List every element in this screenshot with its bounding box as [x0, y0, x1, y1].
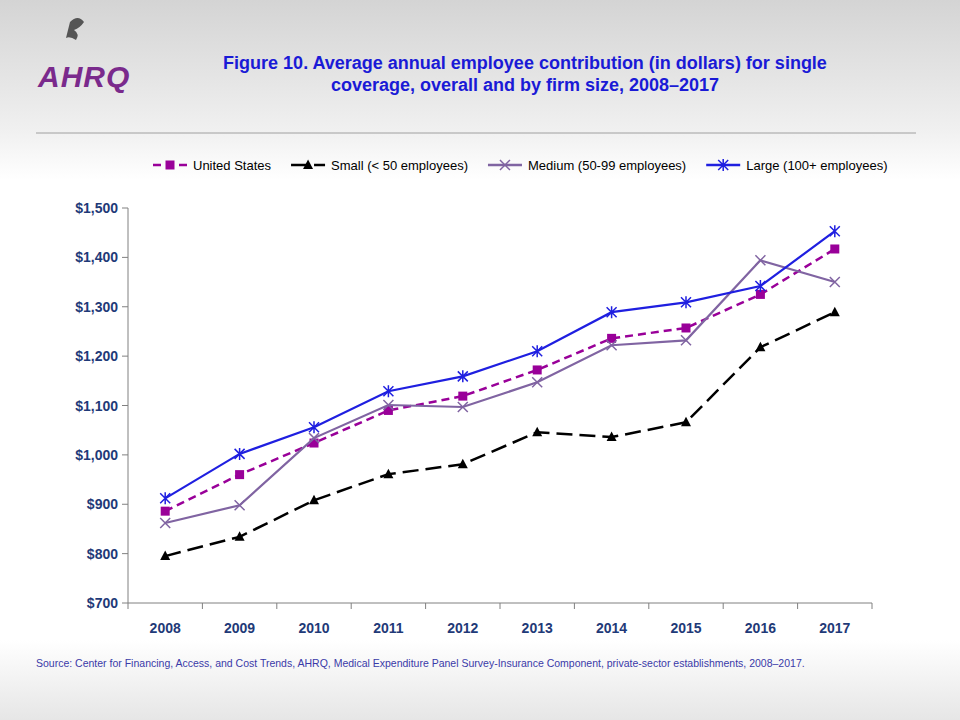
marker: [607, 306, 617, 318]
y-tick: [122, 356, 128, 357]
marker: [235, 531, 245, 541]
header-rule: [36, 133, 916, 134]
marker: [309, 433, 319, 443]
marker: [830, 244, 839, 253]
y-tick: [122, 208, 128, 209]
y-tick-label: $800: [87, 546, 118, 562]
y-tick: [122, 257, 128, 258]
x-tick-label: 2016: [745, 620, 776, 636]
logo: AHRQ: [38, 60, 130, 94]
marker: [830, 277, 840, 287]
x-tick: [500, 603, 501, 609]
x-tick: [425, 603, 426, 609]
x-tick: [202, 603, 203, 609]
plot-area: [160, 225, 840, 560]
marker: [532, 377, 542, 387]
y-tick: [122, 504, 128, 505]
marker: [681, 296, 691, 308]
marker: [458, 402, 468, 412]
y-tick-label: $1,300: [75, 299, 118, 315]
x-tick: [128, 603, 129, 609]
x-tick-label: 2015: [670, 620, 701, 636]
legend-label: Small (< 50 employees): [331, 158, 468, 173]
marker: [533, 365, 542, 374]
x-tick-label: 2014: [596, 620, 627, 636]
marker: [458, 459, 468, 469]
x-tick-label: 2010: [298, 620, 329, 636]
y-tick-label: $1,100: [75, 398, 118, 414]
x-tick: [574, 603, 575, 609]
marker: [532, 345, 542, 357]
x-tick-label: 2008: [150, 620, 181, 636]
series-line: [165, 260, 835, 523]
marker: [383, 385, 393, 397]
legend-label: Large (100+ employees): [746, 158, 887, 173]
marker: [235, 470, 244, 479]
marker: [160, 518, 170, 528]
y-tick: [122, 553, 128, 554]
legend-label: United States: [193, 158, 272, 173]
y-tick-label: $1,500: [75, 200, 118, 216]
y-tick-label: $1,000: [75, 447, 118, 463]
y-tick: [122, 306, 128, 307]
logo-emblem: [66, 18, 84, 40]
x-tick: [648, 603, 649, 609]
marker: [309, 421, 319, 433]
marker: [303, 160, 313, 170]
marker: [166, 161, 175, 170]
source: Source: Center for Financing, Access, an…: [36, 657, 805, 669]
y-tick: [122, 454, 128, 455]
title: Figure 10. Average annual employee contr…: [180, 52, 870, 96]
marker: [830, 225, 840, 237]
marker: [755, 280, 765, 292]
marker: [161, 507, 170, 516]
y-tick-label: $1,400: [75, 249, 118, 265]
x-tick-label: 2011: [373, 620, 404, 636]
y-tick: [122, 603, 128, 604]
x-tick: [351, 603, 352, 609]
x-tick-label: 2009: [224, 620, 255, 636]
y-tick-label: $700: [87, 595, 118, 611]
marker: [160, 551, 170, 561]
marker: [383, 400, 393, 410]
x-tick: [797, 603, 798, 609]
marker: [607, 432, 617, 442]
series-line: [165, 312, 835, 556]
marker: [830, 307, 840, 317]
x-tick-label: 2012: [447, 620, 478, 636]
legend: United States Small (< 50 employees) Mediu…: [153, 158, 887, 173]
chart: $700 $800 $900 $1,000 $1,100 $1,200 $1,300 $1,4…: [0, 0, 960, 720]
marker: [681, 335, 691, 345]
x-tick-label: 2013: [522, 620, 553, 636]
marker: [607, 340, 617, 350]
marker: [458, 370, 468, 382]
x-tick: [276, 603, 277, 609]
marker: [681, 417, 691, 427]
marker: [532, 427, 542, 437]
marker: [160, 492, 170, 504]
series-line: [165, 231, 835, 498]
marker: [682, 323, 691, 332]
marker: [458, 392, 467, 401]
marker: [235, 448, 245, 460]
legend-label: Medium (50-99 employees): [528, 158, 686, 173]
marker: [309, 495, 319, 505]
y-tick: [122, 405, 128, 406]
marker: [755, 342, 765, 352]
y-tick-label: $1,200: [75, 348, 118, 364]
marker: [718, 159, 728, 171]
x-tick-label: 2017: [819, 620, 850, 636]
x-tick: [872, 603, 873, 609]
y-tick-label: $900: [87, 496, 118, 512]
marker: [500, 160, 510, 170]
marker: [383, 469, 393, 479]
x-tick: [723, 603, 724, 609]
marker: [235, 500, 245, 510]
marker: [755, 255, 765, 265]
